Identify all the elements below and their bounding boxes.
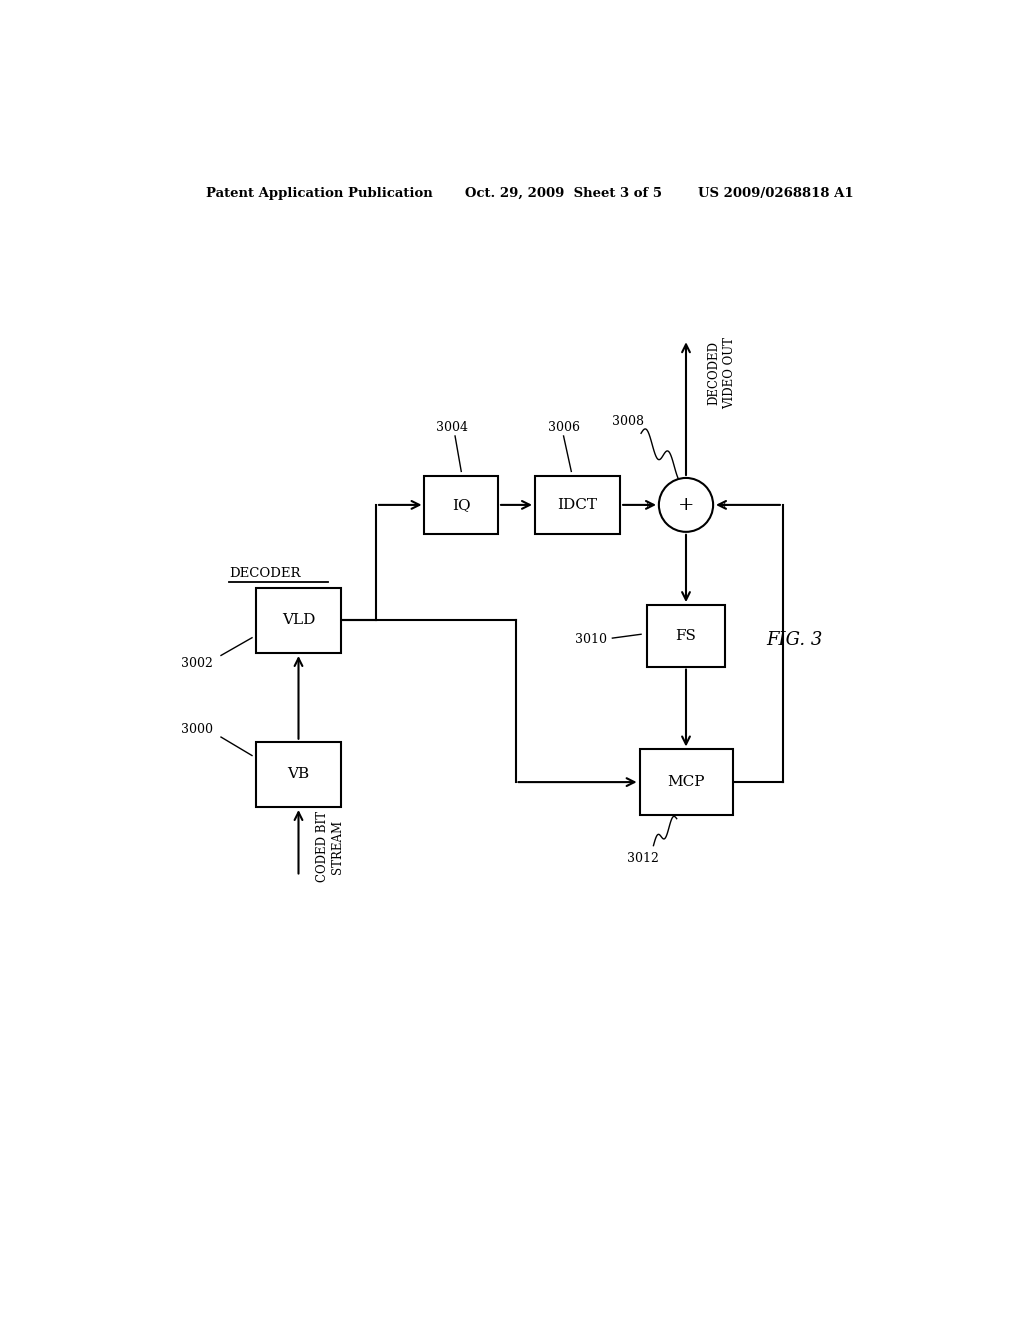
Text: VB: VB (288, 767, 309, 781)
Text: US 2009/0268818 A1: US 2009/0268818 A1 (697, 186, 853, 199)
FancyBboxPatch shape (256, 587, 341, 653)
FancyBboxPatch shape (535, 477, 621, 533)
Text: 3002: 3002 (181, 657, 213, 671)
Text: 3004: 3004 (436, 421, 468, 434)
Text: IQ: IQ (452, 498, 471, 512)
Text: +: + (720, 502, 729, 511)
FancyBboxPatch shape (256, 742, 341, 807)
FancyBboxPatch shape (640, 750, 732, 814)
Text: 3008: 3008 (612, 414, 644, 428)
Text: 3012: 3012 (628, 851, 659, 865)
Text: 3010: 3010 (574, 634, 607, 647)
Text: FIG. 3: FIG. 3 (766, 631, 822, 648)
Text: MCP: MCP (668, 775, 705, 789)
Text: Patent Application Publication: Patent Application Publication (206, 186, 432, 199)
Text: +: + (678, 496, 694, 513)
Circle shape (658, 478, 713, 532)
Text: DECODED
VIDEO OUT: DECODED VIDEO OUT (708, 337, 735, 409)
Text: IDCT: IDCT (557, 498, 597, 512)
Text: +: + (643, 502, 652, 511)
Text: CODED BIT
STREAM: CODED BIT STREAM (315, 810, 343, 882)
FancyBboxPatch shape (647, 605, 725, 667)
Text: 3000: 3000 (181, 722, 213, 735)
Text: Oct. 29, 2009  Sheet 3 of 5: Oct. 29, 2009 Sheet 3 of 5 (465, 186, 663, 199)
Text: DECODER: DECODER (228, 568, 300, 581)
Text: FS: FS (676, 628, 696, 643)
FancyBboxPatch shape (424, 477, 498, 533)
Text: VLD: VLD (282, 614, 315, 627)
Text: 3006: 3006 (548, 421, 580, 434)
